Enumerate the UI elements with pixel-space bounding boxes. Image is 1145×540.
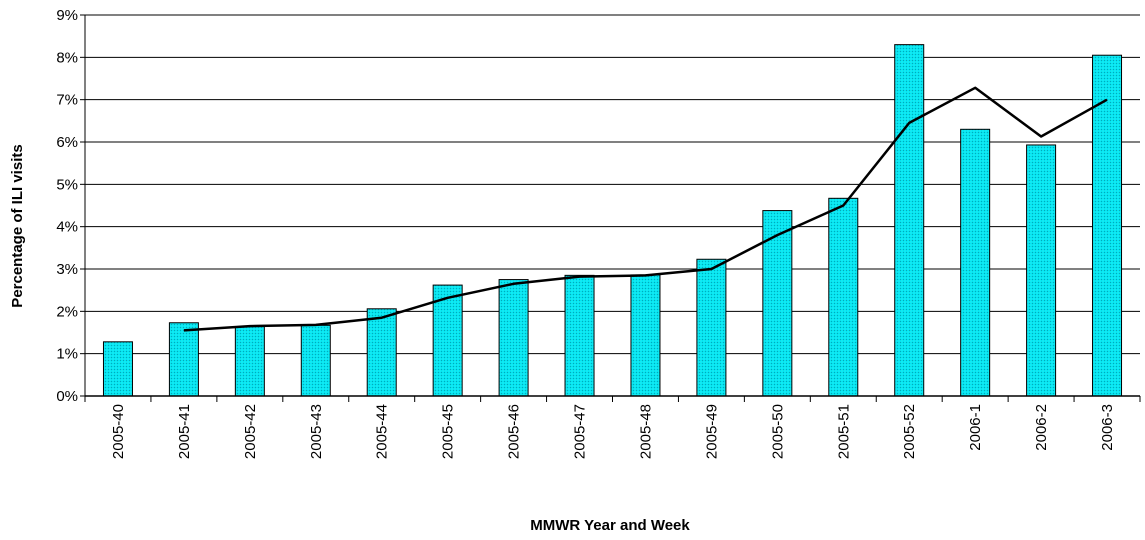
y-tick-label: 8% (56, 49, 78, 66)
bar-2005-51 (828, 197, 859, 397)
x-tick-label: 2005-48 (638, 404, 655, 459)
x-tick-label: 2005-45 (440, 404, 457, 459)
axes (84, 15, 1141, 402)
x-tick-label: 2006-2 (1033, 404, 1050, 451)
x-tick-label: 2005-50 (769, 404, 786, 459)
y-tick-label: 4% (56, 219, 78, 236)
line-series (183, 86, 1108, 332)
bar-2005-47 (564, 274, 595, 397)
x-tick-label: 2006-3 (1099, 404, 1116, 451)
x-tick-label: 2005-49 (703, 404, 720, 459)
x-tick-label: 2005-44 (374, 404, 391, 459)
bar-2006-3 (1092, 54, 1123, 397)
x-tick-label: 2005-51 (835, 404, 852, 459)
bar-2005-41 (168, 322, 199, 397)
x-tick-label: 2005-40 (110, 404, 127, 459)
x-tick-label: 2005-47 (572, 404, 589, 459)
x-tick-label: 2005-46 (506, 404, 523, 459)
y-tick-label: 5% (56, 176, 78, 193)
bar-2005-46 (498, 279, 529, 397)
y-tick-label: 1% (56, 346, 78, 363)
y-tick-label: 2% (56, 303, 78, 320)
bar-2005-43 (300, 324, 331, 397)
y-tick-label: 0% (56, 388, 78, 405)
y-tick-label: 6% (56, 134, 78, 151)
bar-2006-2 (1026, 144, 1057, 397)
bar-2005-42 (234, 326, 265, 397)
trend-line (183, 86, 1108, 332)
bar-2005-45 (432, 284, 463, 397)
bar-2005-44 (366, 308, 397, 397)
bar-2005-49 (696, 258, 727, 397)
x-axis-title: MMWR Year and Week (530, 517, 690, 534)
bar-2006-1 (960, 128, 991, 397)
y-tick-label: 9% (56, 7, 78, 24)
x-tick-label: 2005-42 (242, 404, 259, 459)
x-tick-label: 2006-1 (967, 404, 984, 451)
bar-series (102, 44, 1123, 397)
y-tick-labels: 0% 1% 2% 3% 4% 5% 6% 7% 8% 9% (56, 7, 78, 405)
x-tick-label: 2005-43 (308, 404, 325, 459)
bar-2005-40 (102, 341, 133, 397)
y-tick-label: 3% (56, 261, 78, 278)
y-axis-title: Percentage of ILI visits (9, 144, 26, 307)
x-tick-labels: 2005-40 2005-41 2005-42 2005-43 2005-44 2005-… (110, 404, 1116, 459)
x-tick-label: 2005-52 (901, 404, 918, 459)
bar-2005-52 (894, 44, 925, 397)
y-tick-label: 7% (56, 92, 78, 109)
bar-2005-48 (630, 274, 661, 397)
x-tick-label: 2005-41 (176, 404, 193, 459)
bar-2005-50 (762, 210, 793, 397)
